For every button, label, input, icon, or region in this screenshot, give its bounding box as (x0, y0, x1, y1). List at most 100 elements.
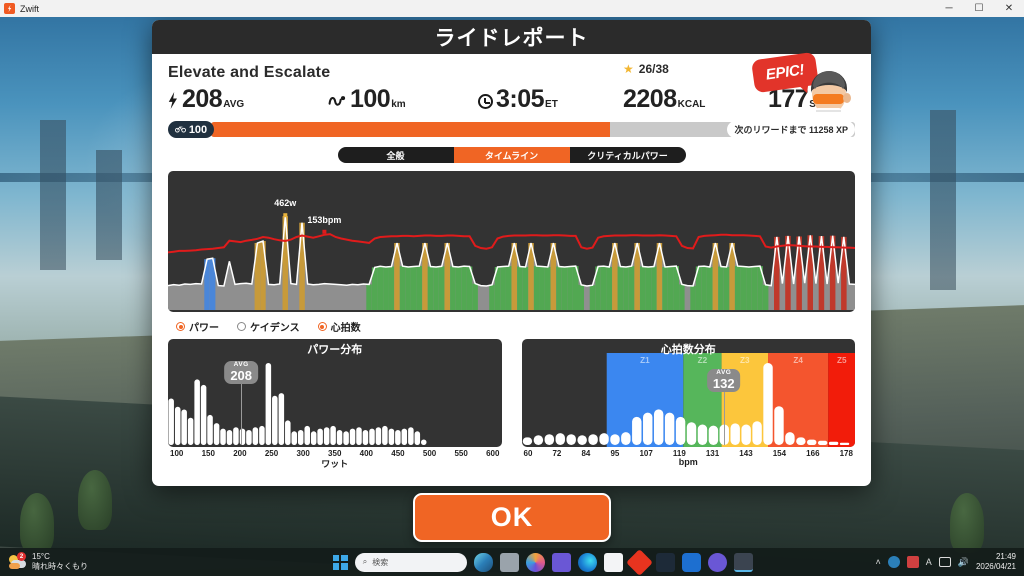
level-value: 100 (188, 123, 208, 136)
window-title: Zwift (20, 3, 39, 14)
outlook-icon[interactable] (681, 552, 701, 572)
power-distribution-plot[interactable]: パワー分布 AVG 208 (168, 339, 502, 447)
axis-tick: 143 (739, 449, 753, 458)
heartrate-avg-value: 132 (712, 375, 735, 391)
ok-button[interactable]: OK (413, 493, 611, 542)
xp-progress-track (211, 122, 855, 137)
power-avg-stem (241, 379, 243, 445)
heartrate-x-axis: 60 72 84 95 107 119 131 143 154 166 178 (522, 449, 856, 458)
heartrate-x-axis-label: bpm (678, 457, 698, 467)
cloud-secondary-icon (9, 563, 20, 569)
tray-app-icon[interactable] (906, 556, 919, 568)
scenery-structure (930, 110, 956, 290)
stat-time-value: 3:05 (496, 85, 545, 113)
radio-cadence-dot (237, 322, 246, 331)
clock-date: 2026/04/21 (975, 562, 1016, 571)
heartrate-distribution-plot[interactable]: 心拍数分布 Z1 Z2 Z3 Z4 Z5 AVG 132 (521, 339, 855, 447)
tab-overview[interactable]: 全般 (337, 147, 454, 163)
maximize-button[interactable]: ☐ (974, 3, 984, 14)
svg-text:Z1: Z1 (640, 356, 650, 365)
zwift-taskbar-icon[interactable] (655, 552, 675, 572)
sun-icon (9, 555, 18, 564)
clock-icon (478, 94, 493, 109)
axis-tick: 60 (523, 449, 533, 458)
axis-tick: 166 (806, 449, 820, 458)
stat-calories-value: 2208 (623, 85, 677, 113)
tab-critical-power[interactable]: クリティカルパワー (569, 147, 686, 163)
copilot-icon[interactable] (525, 552, 545, 572)
distribution-charts: パワー分布 AVG 208 100 150 200 250 300 350 400 450 50… (168, 339, 855, 470)
scenery-structure (96, 150, 122, 260)
stat-power: 208 AVG (168, 85, 328, 114)
radio-heartrate-label: 心拍数 (330, 323, 361, 334)
ride-summary-left: Elevate and Escalate 208 AVG (168, 60, 868, 114)
stat-time-unit: ET (545, 99, 558, 110)
star-count: 26/38 (638, 62, 669, 76)
minimize-button[interactable]: ─ (945, 3, 953, 14)
avatar (803, 64, 855, 118)
dialog-body: Elevate and Escalate 208 AVG (152, 51, 871, 486)
level-badge: 100 (168, 121, 214, 138)
axis-tick: 119 (672, 449, 686, 458)
search-input[interactable]: ⌕ 検索 (354, 552, 467, 572)
tray-display-icon[interactable] (938, 557, 951, 567)
weather-widget[interactable]: 2 15°C 晴れ時々くもり (0, 552, 210, 572)
xp-progress-row: 100 次のリワードまで 11258 XP (168, 121, 855, 138)
power-distribution-svg (168, 363, 427, 445)
radio-cadence[interactable]: ケイデンス (237, 319, 300, 334)
power-avg-pill: AVG 208 (224, 361, 259, 385)
edge-icon[interactable] (577, 552, 597, 572)
scenery-tree (20, 492, 54, 553)
tray-language-icon[interactable]: A (925, 557, 932, 567)
axis-tick: 200 (233, 449, 247, 458)
tray-chevron-icon[interactable]: ˄ (875, 557, 881, 567)
axis-tick: 550 (454, 449, 468, 458)
tray-volume-icon[interactable]: 🔊 (957, 556, 969, 567)
teams-icon[interactable] (551, 552, 571, 572)
stat-calories: 2208 KCAL (623, 85, 768, 114)
axis-tick: 100 (170, 449, 184, 458)
system-tray: ˄ A 🔊 21:49 2026/04/21 (875, 552, 1024, 572)
close-button[interactable]: ✕ (1004, 3, 1014, 14)
stat-power-unit: AVG (223, 99, 245, 110)
active-app-icon[interactable] (733, 552, 753, 572)
weather-icon: 2 (8, 552, 28, 570)
star-icon: ★ (623, 62, 634, 76)
heartrate-distribution-card: 心拍数分布 Z1 Z2 Z3 Z4 Z5 AVG 132 60 72 84 95 107 119 1… (521, 339, 856, 470)
axis-tick: 107 (639, 449, 653, 458)
axis-tick: 600 (486, 449, 500, 458)
taskbar: 2 15°C 晴れ時々くもり ⌕ 検索 ˄ A 🔊 21:49 (0, 548, 1024, 576)
taskbar-clock[interactable]: 21:49 2026/04/21 (976, 552, 1016, 572)
scenery-structure (40, 120, 66, 270)
report-tabs: 全般 タイムライン クリティカルパワー (337, 147, 686, 163)
weather-description: 晴れ時々くもり (32, 562, 88, 571)
timeline-peak-hr-label: 153bpm (307, 214, 342, 225)
clock-time: 21:49 (995, 552, 1016, 561)
widgets-icon[interactable] (473, 552, 493, 572)
axis-tick: 300 (296, 449, 310, 458)
stat-distance: 100 km (328, 85, 478, 114)
mail-app-icon[interactable] (707, 552, 727, 572)
axis-tick: 500 (422, 449, 437, 458)
store-icon[interactable] (603, 552, 623, 572)
timeline-chart[interactable]: 462w 153bpm (168, 171, 855, 312)
power-distribution-title: パワー分布 (307, 344, 363, 356)
axis-tick: 95 (610, 449, 620, 458)
bike-icon (174, 125, 186, 135)
dialog-title: ライドレポート (434, 27, 589, 50)
stat-time: 3:05 ET (478, 85, 623, 114)
radio-heartrate[interactable]: 心拍数 (317, 319, 361, 334)
tray-network-icon[interactable] (887, 556, 900, 568)
axis-tick: 178 (839, 449, 853, 458)
radio-power[interactable]: パワー (176, 319, 219, 334)
window-titlebar: Zwift ─ ☐ ✕ (0, 0, 1024, 17)
start-button[interactable] (332, 554, 348, 570)
svg-text:Z2: Z2 (697, 356, 707, 365)
search-placeholder: 検索 (372, 557, 389, 567)
tab-timeline[interactable]: タイムライン (453, 147, 570, 163)
ride-report-dialog: ライドレポート Elevate and Escalate 208 AVG (152, 20, 871, 486)
radio-power-dot (176, 322, 185, 331)
task-view-icon[interactable] (499, 552, 519, 572)
timeline-chart-svg (168, 213, 855, 310)
diamond-app-icon[interactable] (625, 548, 653, 576)
